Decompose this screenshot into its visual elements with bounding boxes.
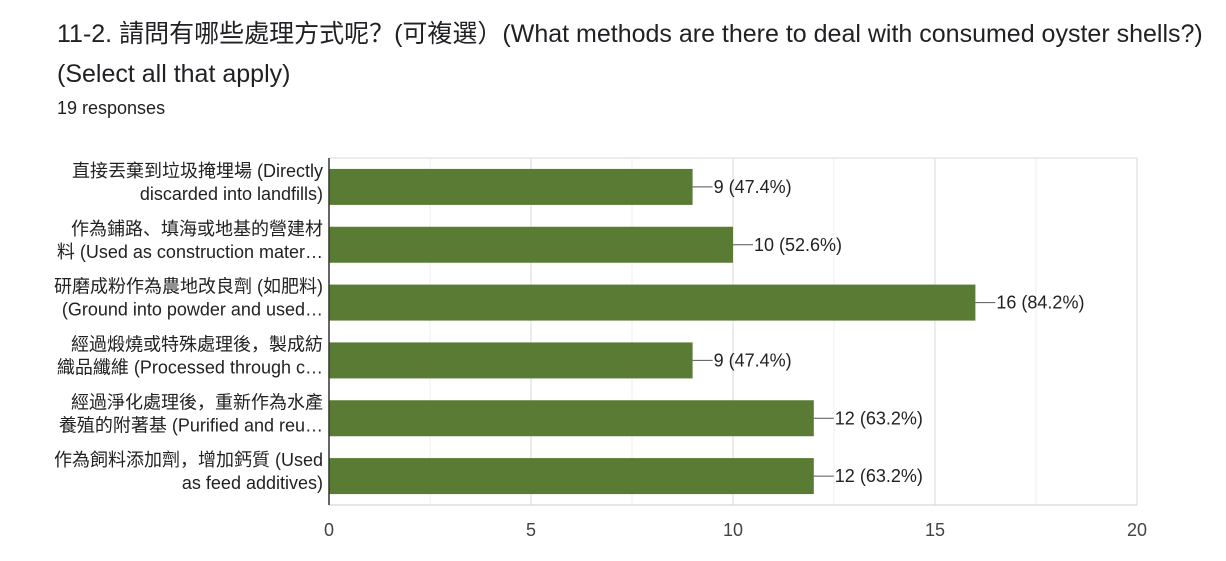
chart-title: 11-2. 請問有哪些處理方式呢？(可複選）(What methods are … [57,20,1203,88]
bar-2 [329,226,733,263]
x-tick-label: 0 [324,520,334,540]
x-tick-label: 20 [1127,520,1147,540]
bar-4 [329,342,693,379]
data-label-3: 16 (84.2%) [996,293,1084,313]
category-label-5-line-2: 養殖的附著基 (Purified and reu… [59,414,323,435]
bar-6 [329,458,814,495]
x-tick-label: 10 [723,520,743,540]
category-label-4-line-1: 經過煅燒或特殊處理後，製成紡 [71,334,323,354]
category-label-1-line-2: discarded into landfills) [140,184,323,204]
category-label-6-line-2: as feed additives) [182,473,323,493]
response-count: 19 responses [57,98,166,118]
bar-1 [329,168,693,205]
category-label-2-line-1: 作為鋪路、填海或地基的營建材 [71,219,323,239]
x-tick-label: 15 [925,520,945,540]
category-label-3-line-2: (Ground into powder and used… [62,300,323,320]
data-label-5: 12 (63.2%) [835,408,923,428]
data-label-1: 9 (47.4%) [714,177,792,197]
chart-header: 11-2. 請問有哪些處理方式呢？(可複選）(What methods are … [57,14,1217,120]
bar-5 [329,400,814,437]
bar-3 [329,284,976,321]
x-tick-label: 5 [526,520,536,540]
data-label-4: 9 (47.4%) [714,350,792,370]
data-label-6: 12 (63.2%) [835,466,923,486]
data-label-2: 10 (52.6%) [754,235,842,255]
category-label-4-line-2: 織品纖維 (Processed through c… [57,357,323,377]
category-label-2-line-2: 料 (Used as construction mater… [57,242,323,262]
category-label-6-line-1: 作為飼料添加劑，增加鈣質 (Used [54,450,323,470]
category-label-3-line-1: 研磨成粉作為農地改良劑 (如肥料) [54,277,323,297]
category-label-1-line-1: 直接丟棄到垃圾掩埋場 (Directly [72,161,323,181]
category-label-5-line-1: 經過淨化處理後，重新作為水產 [71,392,323,412]
